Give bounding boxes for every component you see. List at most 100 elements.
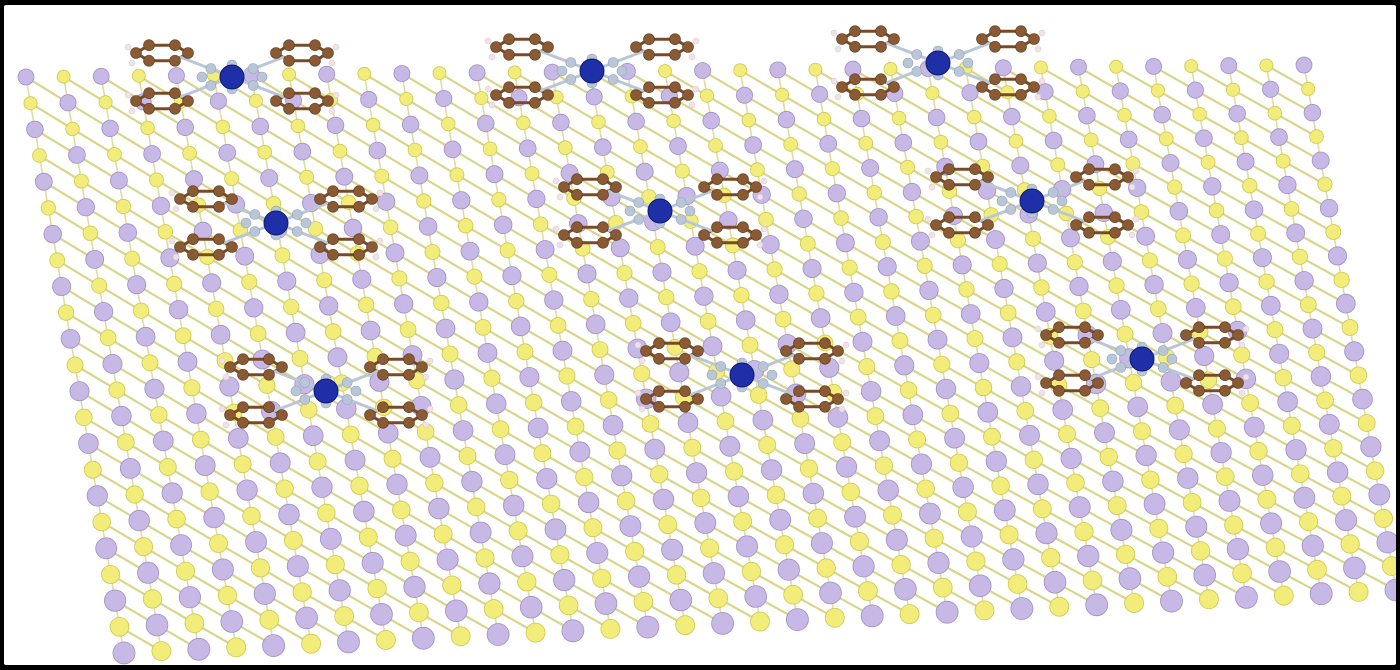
metal-atom: [1352, 388, 1373, 410]
carbon-atom: [283, 54, 295, 67]
metal-atom: [619, 288, 639, 308]
metal-atom: [1143, 493, 1166, 515]
hydrogen-atom: [332, 43, 340, 51]
metal-atom: [302, 425, 324, 447]
lattice-bond: [1174, 186, 1218, 212]
nitrogen-atom: [1166, 353, 1178, 365]
chalcogen-atom: [1241, 394, 1259, 412]
chalcogen-atom: [324, 323, 342, 340]
chalcogen-atom: [1141, 470, 1160, 490]
atomic-model-canvas: [17, 25, 1396, 665]
metal-atom: [419, 446, 441, 468]
metal-atom: [1302, 318, 1323, 339]
adsorbed-molecules: [124, 25, 1250, 429]
chalcogen-atom: [1234, 130, 1249, 145]
hydrogen-atom: [1034, 325, 1042, 333]
nitrogen-atom: [996, 195, 1008, 207]
hydrogen-atom: [488, 53, 496, 61]
chalcogen-atom: [583, 518, 603, 538]
carbon-atom: [692, 345, 704, 357]
metal-atom: [593, 138, 612, 157]
carbon-atom: [263, 416, 275, 429]
hydrogen-atom: [172, 253, 180, 261]
metal-atom: [253, 582, 276, 605]
nitrogen-atom: [962, 57, 974, 69]
metal-atom: [694, 62, 711, 79]
carbon-atom: [1083, 163, 1095, 175]
chalcogen-atom: [458, 447, 477, 465]
chalcogen-atom: [633, 591, 654, 612]
chalcogen-atom: [1365, 461, 1385, 480]
metal-atom: [1044, 131, 1063, 150]
chalcogen-atom: [866, 407, 885, 425]
hydrogen-atom: [1128, 231, 1136, 239]
metal-atom: [144, 378, 165, 399]
chalcogen-atom: [974, 378, 993, 397]
chalcogen-atom: [375, 630, 396, 650]
molecule: [924, 163, 1140, 239]
carbon-atom: [529, 48, 541, 61]
lattice-bond: [507, 249, 551, 276]
carbon-atom: [143, 103, 155, 115]
metal-atom: [969, 132, 988, 151]
carbon-atom: [930, 219, 942, 231]
metal-atom: [202, 273, 222, 293]
carbon-atom: [679, 385, 691, 398]
metal-atom: [293, 142, 312, 161]
metal-atom: [343, 218, 363, 238]
metal-atom: [428, 497, 450, 520]
carbon-atom: [1015, 40, 1027, 53]
lattice-bond: [889, 67, 933, 95]
hydrogen-atom: [692, 85, 700, 93]
carbon-atom: [653, 385, 665, 398]
metal-atom: [319, 527, 342, 550]
metal-atom: [410, 166, 429, 185]
chalcogen-atom: [508, 292, 525, 310]
lattice-bond: [480, 97, 524, 124]
carbon-atom: [836, 81, 848, 93]
lattice-bond: [197, 204, 241, 232]
carbon-atom: [989, 40, 1001, 53]
chalcogen-atom: [799, 459, 819, 478]
metal-atom: [1044, 350, 1065, 371]
chalcogen-atom: [1033, 279, 1050, 296]
chalcogen-atom: [149, 172, 164, 188]
hydrogen-atom: [830, 77, 838, 85]
chalcogen-atom: [1041, 548, 1061, 568]
central-metal-atom: [1019, 188, 1045, 214]
metal-atom: [852, 555, 875, 578]
metal-atom: [352, 269, 372, 289]
metal-atom: [760, 235, 780, 254]
hydrogen-atom: [1242, 373, 1250, 381]
lattice-bond: [907, 166, 950, 193]
metal-atom: [536, 467, 558, 490]
metal-atom: [1344, 341, 1365, 362]
chalcogen-atom: [382, 219, 399, 235]
metal-atom: [827, 407, 849, 428]
chalcogen-atom: [624, 314, 642, 332]
metal-atom: [661, 538, 684, 561]
metal-atom: [119, 457, 141, 479]
lattice-bond: [297, 124, 341, 153]
metal-atom: [52, 276, 72, 296]
chalcogen-atom: [107, 147, 122, 162]
chalcogen-atom: [1166, 396, 1184, 415]
carbon-atom: [1070, 171, 1082, 183]
lattice-bond: [664, 70, 708, 97]
carbon-atom: [1015, 89, 1027, 101]
carbon-atom: [1232, 377, 1244, 389]
nitrogen-atom: [565, 74, 577, 85]
chalcogen-atom: [608, 441, 627, 460]
metal-atom: [511, 545, 534, 568]
metal-atom: [910, 453, 933, 475]
lattice-bond: [1015, 140, 1059, 166]
nitrogen-atom: [299, 394, 311, 405]
chalcogen-atom: [108, 381, 126, 399]
chalcogen-atom: [549, 317, 567, 334]
metal-atom: [1135, 444, 1157, 467]
lattice-bond: [706, 94, 750, 122]
metal-atom: [269, 452, 291, 474]
chalcogen-atom: [98, 95, 113, 110]
carbon-atom: [542, 89, 554, 101]
chalcogen-atom: [849, 308, 867, 326]
